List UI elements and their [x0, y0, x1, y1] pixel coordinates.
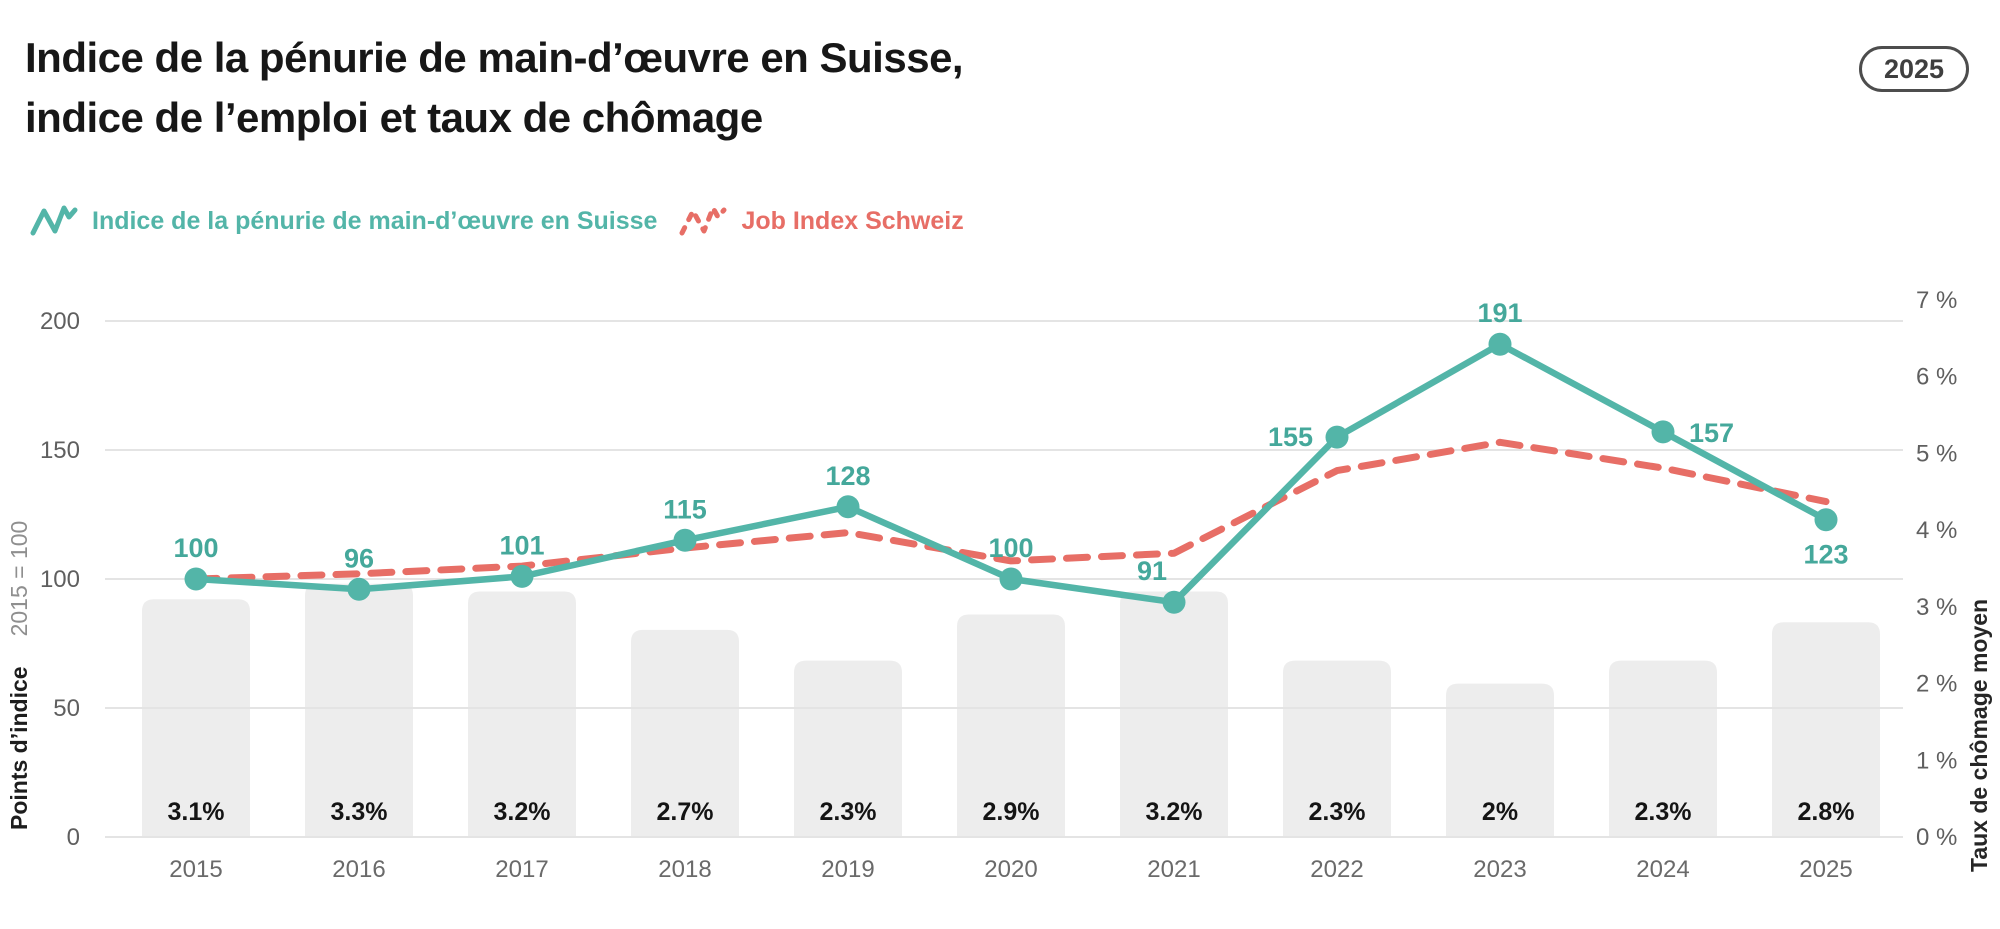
point-label-2024: 157 [1689, 418, 1734, 448]
x-label-2020: 2020 [984, 856, 1037, 883]
left-axis-caption: Points d’indice 2015 = 100 [6, 521, 33, 830]
right-tick-4: 4 % [1916, 517, 1957, 544]
bar-label-2020: 2.9% [983, 798, 1040, 826]
penurie-point-2015 [184, 567, 208, 591]
point-label-2025: 123 [1803, 540, 1848, 570]
x-label-2015: 2015 [169, 856, 222, 883]
right-tick-3: 3 % [1916, 594, 1957, 621]
penurie-point-2022 [1325, 425, 1349, 449]
right-tick-5: 5 % [1916, 440, 1957, 467]
bar-2020 [957, 614, 1065, 837]
bar-label-2018: 2.7% [657, 798, 714, 826]
left-axis-caption-sub: 2015 = 100 [6, 520, 32, 637]
point-label-2022: 155 [1268, 422, 1313, 452]
right-tick-6: 6 % [1916, 364, 1957, 391]
bar-2021 [1120, 591, 1228, 837]
x-label-2019: 2019 [821, 856, 874, 883]
right-tick-0: 0 % [1916, 824, 1957, 851]
point-label-2015: 100 [173, 533, 218, 563]
legend-label-penurie: Indice de la pénurie de main-d’œuvre en … [92, 206, 658, 235]
left-tick-0: 0 [67, 824, 80, 851]
right-tick-7: 7 % [1916, 287, 1957, 314]
penurie-point-2019 [836, 495, 860, 519]
bar-2019 [794, 660, 902, 837]
left-tick-150: 150 [40, 437, 80, 464]
point-label-2020: 100 [988, 533, 1033, 563]
year-badge[interactable]: 2025 [1859, 46, 1969, 92]
right-axis-caption: Taux de chômage moyen [1966, 598, 1992, 872]
penurie-point-2024 [1651, 420, 1675, 444]
bar-2023 [1446, 683, 1554, 837]
x-label-2018: 2018 [658, 856, 711, 883]
legend-label-jobindex: Job Index Schweiz [741, 206, 964, 235]
bar-2016 [305, 583, 413, 837]
penurie-point-2017 [510, 564, 534, 588]
left-axis-caption-main: Points d’indice [6, 666, 32, 830]
right-tick-1: 1 % [1916, 747, 1957, 774]
left-tick-100: 100 [40, 566, 80, 593]
bar-label-2023: 2% [1482, 798, 1518, 826]
bar-label-2017: 3.2% [494, 798, 551, 826]
point-label-2019: 128 [825, 461, 870, 491]
bar-label-2019: 2.3% [820, 798, 877, 826]
point-label-2023: 191 [1477, 298, 1522, 328]
bar-2017 [468, 591, 576, 837]
point-label-2021: 91 [1137, 556, 1167, 586]
line-dashed-icon [679, 205, 727, 236]
left-tick-50: 50 [53, 695, 80, 722]
left-tick-200: 200 [40, 308, 80, 335]
bar-label-2024: 2.3% [1635, 798, 1692, 826]
penurie-point-2023 [1488, 332, 1512, 356]
x-label-2024: 2024 [1636, 856, 1689, 883]
x-label-2017: 2017 [495, 856, 548, 883]
x-label-2023: 2023 [1473, 856, 1526, 883]
point-label-2017: 101 [499, 530, 544, 560]
bar-2015 [142, 599, 250, 837]
x-label-2016: 2016 [332, 856, 385, 883]
bar-2022 [1283, 660, 1391, 837]
bar-label-2025: 2.8% [1798, 798, 1855, 826]
penurie-point-2021 [1162, 590, 1186, 614]
right-tick-2: 2 % [1916, 671, 1957, 698]
title-line-1: Indice de la pénurie de main-d’œuvre en … [25, 34, 964, 81]
bar-2024 [1609, 660, 1717, 837]
bar-label-2015: 3.1% [168, 798, 225, 826]
x-label-2021: 2021 [1147, 856, 1200, 883]
bar-2025 [1772, 622, 1880, 837]
job-index-line [192, 438, 1830, 583]
bar-label-2022: 2.3% [1309, 798, 1366, 826]
title-line-2: indice de l’emploi et taux de chômage [25, 94, 763, 141]
penurie-point-2018 [673, 528, 697, 552]
legend-item-penurie: Indice de la pénurie de main-d’œuvre en … [30, 202, 657, 240]
bar-2018 [631, 629, 739, 837]
x-label-2025: 2025 [1799, 856, 1852, 883]
penurie-point-2016 [347, 577, 371, 601]
bar-label-2016: 3.3% [331, 798, 388, 826]
x-label-2022: 2022 [1310, 856, 1363, 883]
legend-item-jobindex: Job Index Schweiz [679, 202, 964, 240]
penurie-point-2025 [1814, 508, 1838, 532]
page-title: Indice de la pénurie de main-d’œuvre en … [25, 28, 964, 148]
legend: Indice de la pénurie de main-d’œuvre en … [30, 202, 964, 240]
bar-label-2021: 3.2% [1146, 798, 1203, 826]
penurie-point-2020 [999, 567, 1023, 591]
point-label-2018: 115 [663, 494, 707, 524]
line-solid-icon [30, 205, 78, 236]
point-label-2016: 96 [344, 543, 374, 573]
